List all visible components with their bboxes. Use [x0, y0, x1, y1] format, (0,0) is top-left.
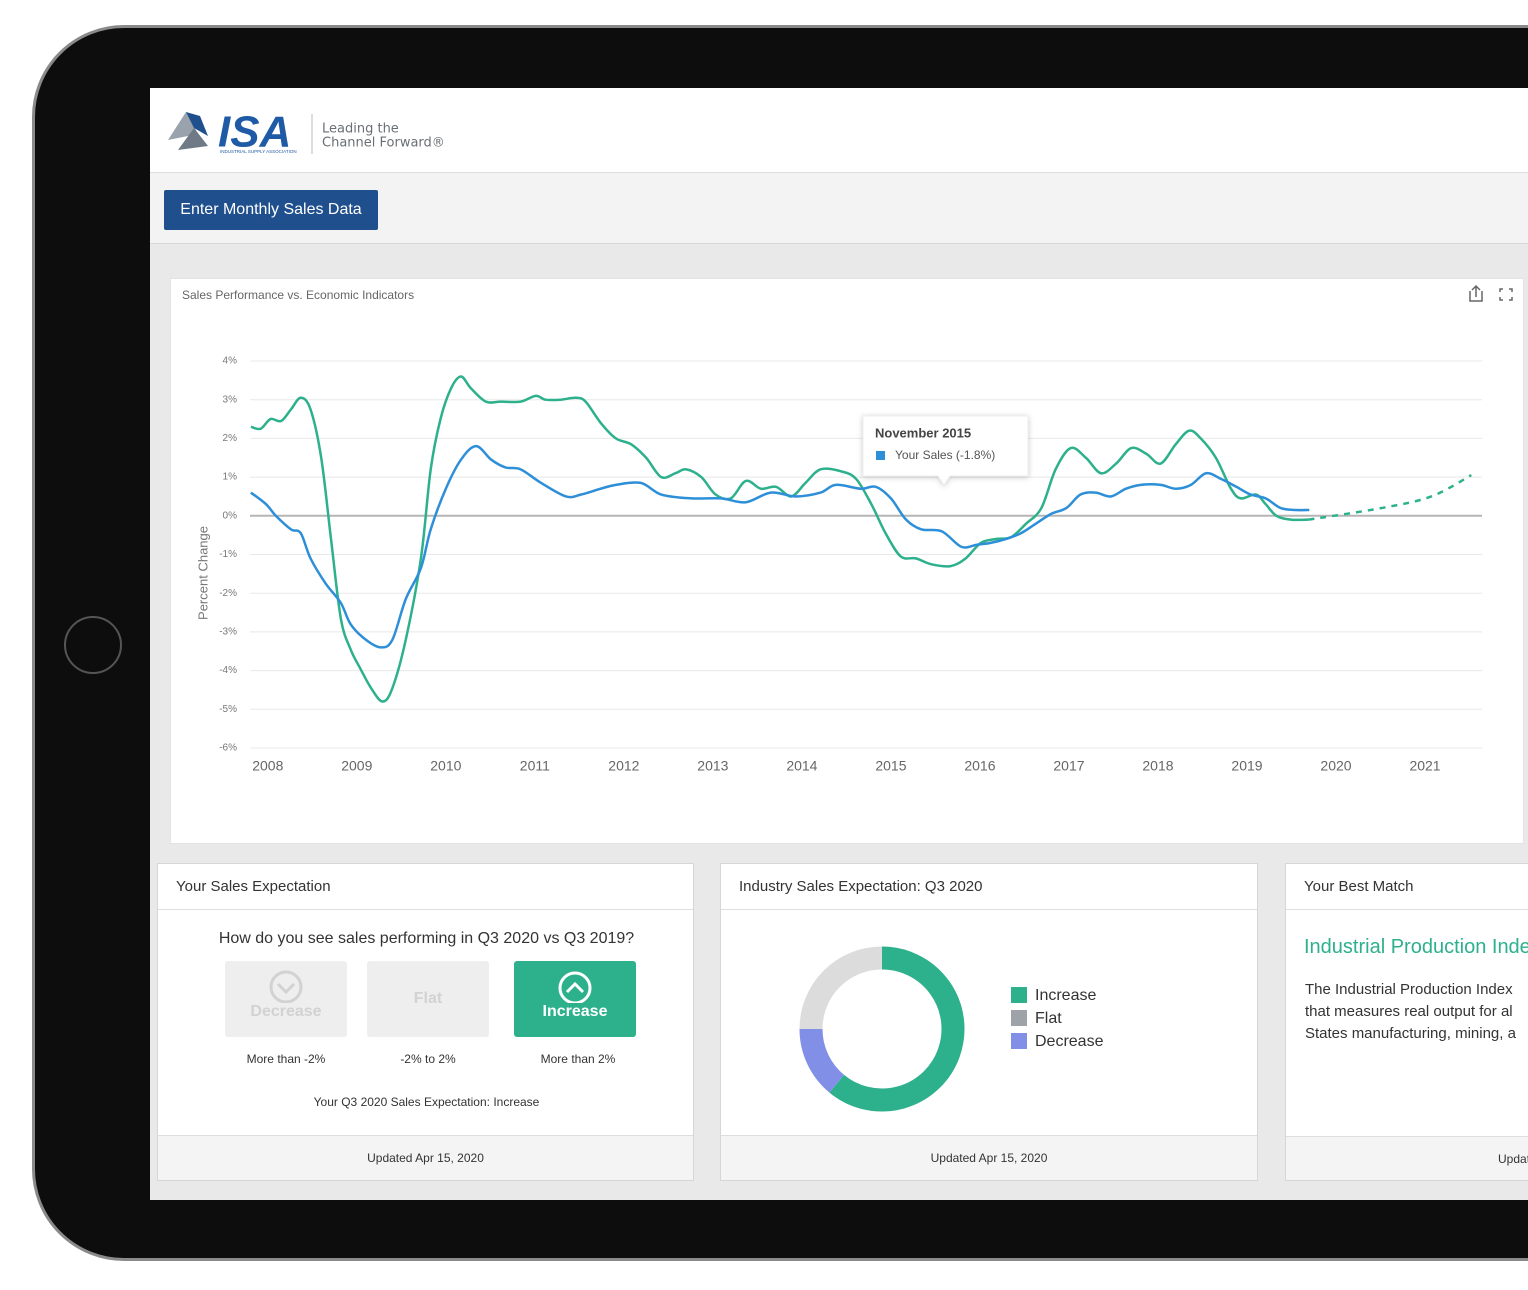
option-button[interactable]: Increase [514, 961, 636, 1037]
series-line [1308, 474, 1472, 521]
option-label: Flat [413, 990, 443, 1007]
question: How do you see sales performing in Q3 20… [218, 930, 635, 947]
y-tick-label: -3% [219, 627, 237, 638]
x-tick-label: 2015 [875, 758, 906, 774]
fullscreen-icon[interactable] [1499, 288, 1513, 301]
legend-label: Flat [1035, 1010, 1062, 1027]
logo-icon [178, 128, 208, 150]
y-tick-label: -6% [219, 743, 237, 754]
legend-label: Decrease [1035, 1033, 1104, 1050]
option-icon [269, 970, 303, 1003]
tooltip-title: November 2015 [875, 425, 971, 440]
best-match-panel: Your Best Match Industrial Production In… [1285, 863, 1528, 1181]
y-tick-label: -4% [219, 665, 237, 676]
chart-title: Sales Performance vs. Economic Indicator… [182, 288, 414, 302]
panel-title: Industry Sales Expectation: Q3 2020 [739, 878, 983, 895]
match-text: The Industrial Production Index that mea… [1305, 979, 1516, 1045]
text-line: that measures real output for al [1305, 1003, 1513, 1020]
panel-header: Your Sales Expectation [158, 864, 693, 910]
header: ISA INDUSTRIAL SUPPLY ASSOCIATION Leadin… [150, 88, 1528, 173]
option-button[interactable]: Decrease [225, 961, 347, 1037]
expectation-panel: Your Sales Expectation How do you see sa… [157, 863, 694, 1181]
logo-icon [186, 112, 208, 136]
donut-segment [829, 946, 965, 1112]
legend-swatch [1011, 987, 1027, 1003]
tooltip: November 2015 Your Sales (-1.8%) [862, 415, 1029, 486]
donut-chart: Increase Flat Decrease [799, 946, 1104, 1112]
x-tick-label: 2017 [1053, 758, 1084, 774]
x-tick-label: 2016 [964, 758, 995, 774]
option-button[interactable]: Flat [367, 961, 489, 1037]
option-note: More than 2% [540, 1052, 616, 1066]
series-line [250, 375, 1309, 703]
panel-footer: Updated Apr 15, 2020 [721, 1135, 1257, 1180]
y-tick-label: -2% [219, 588, 237, 599]
logo: ISA INDUSTRIAL SUPPLY ASSOCIATION Leadin… [168, 108, 445, 157]
x-tick-label: 2013 [697, 758, 728, 774]
tagline: Leading the [322, 122, 399, 137]
match-heading: Industrial Production Inde [1304, 936, 1528, 958]
share-icon[interactable] [1469, 284, 1483, 302]
tagline: Channel Forward® [322, 136, 445, 151]
x-tick-label: 2010 [430, 758, 461, 774]
line-chart: Sales Performance vs. Economic Indicator… [182, 284, 1513, 774]
x-tick-label: 2008 [252, 758, 283, 774]
y-tick-label: 1% [223, 472, 238, 483]
tooltip-label: Your Sales (-1.8%) [895, 448, 995, 462]
logo-subtext: INDUSTRIAL SUPPLY ASSOCIATION [220, 149, 297, 154]
panel-footer: Updat [1286, 1136, 1528, 1180]
text-line: The Industrial Production Index [1305, 981, 1513, 998]
x-tick-label: 2012 [608, 758, 639, 774]
y-axis-label: Percent Change [195, 526, 210, 620]
panel-header: Industry Sales Expectation: Q3 2020 [721, 864, 1257, 910]
x-tick-label: 2021 [1409, 758, 1440, 774]
industry-panel: Industry Sales Expectation: Q3 2020 Incr… [720, 863, 1258, 1181]
donut-segment [799, 1028, 845, 1093]
screen: ISA INDUSTRIAL SUPPLY ASSOCIATION Leadin… [150, 88, 1528, 1200]
logo-text: ISA [218, 108, 291, 157]
y-tick-label: -1% [219, 549, 237, 560]
y-tick-label: -5% [219, 704, 237, 715]
option-note: -2% to 2% [400, 1052, 456, 1066]
tooltip-swatch [876, 451, 885, 460]
x-tick-label: 2011 [520, 758, 550, 774]
option-icon [558, 971, 592, 1003]
chart-card: Sales Performance vs. Economic Indicator… [170, 278, 1524, 844]
legend-label: Increase [1035, 987, 1096, 1004]
donut-segment [799, 946, 883, 1030]
panel-title: Your Sales Expectation [176, 878, 331, 895]
home-button [64, 616, 122, 674]
panel-title: Your Best Match [1304, 878, 1414, 895]
panel-header: Your Best Match [1286, 864, 1528, 910]
legend-swatch [1011, 1033, 1027, 1049]
y-tick-label: 0% [223, 510, 238, 521]
option-note: More than -2% [246, 1052, 326, 1066]
option-label: Increase [542, 1003, 608, 1020]
series-line [250, 444, 1310, 649]
option-label: Decrease [250, 1003, 322, 1020]
selection: Your Q3 2020 Sales Expectation: Increase [313, 1095, 540, 1109]
tooltip-box [862, 415, 1029, 486]
y-tick-label: 4% [223, 356, 238, 367]
x-tick-label: 2019 [1231, 758, 1262, 774]
legend-swatch [1011, 1010, 1027, 1026]
y-tick-label: 3% [223, 394, 238, 405]
enter-sales-button[interactable]: Enter Monthly Sales Data [164, 190, 378, 230]
x-tick-label: 2020 [1320, 758, 1351, 774]
y-tick-label: 2% [223, 433, 238, 444]
panel-footer: Updated Apr 15, 2020 [158, 1135, 693, 1180]
x-tick-label: 2014 [786, 758, 817, 774]
toolbar: Enter Monthly Sales Data [150, 173, 1528, 244]
x-tick-label: 2009 [341, 758, 372, 774]
text-line: States manufacturing, mining, a [1305, 1025, 1516, 1042]
x-tick-label: 2018 [1142, 758, 1173, 774]
